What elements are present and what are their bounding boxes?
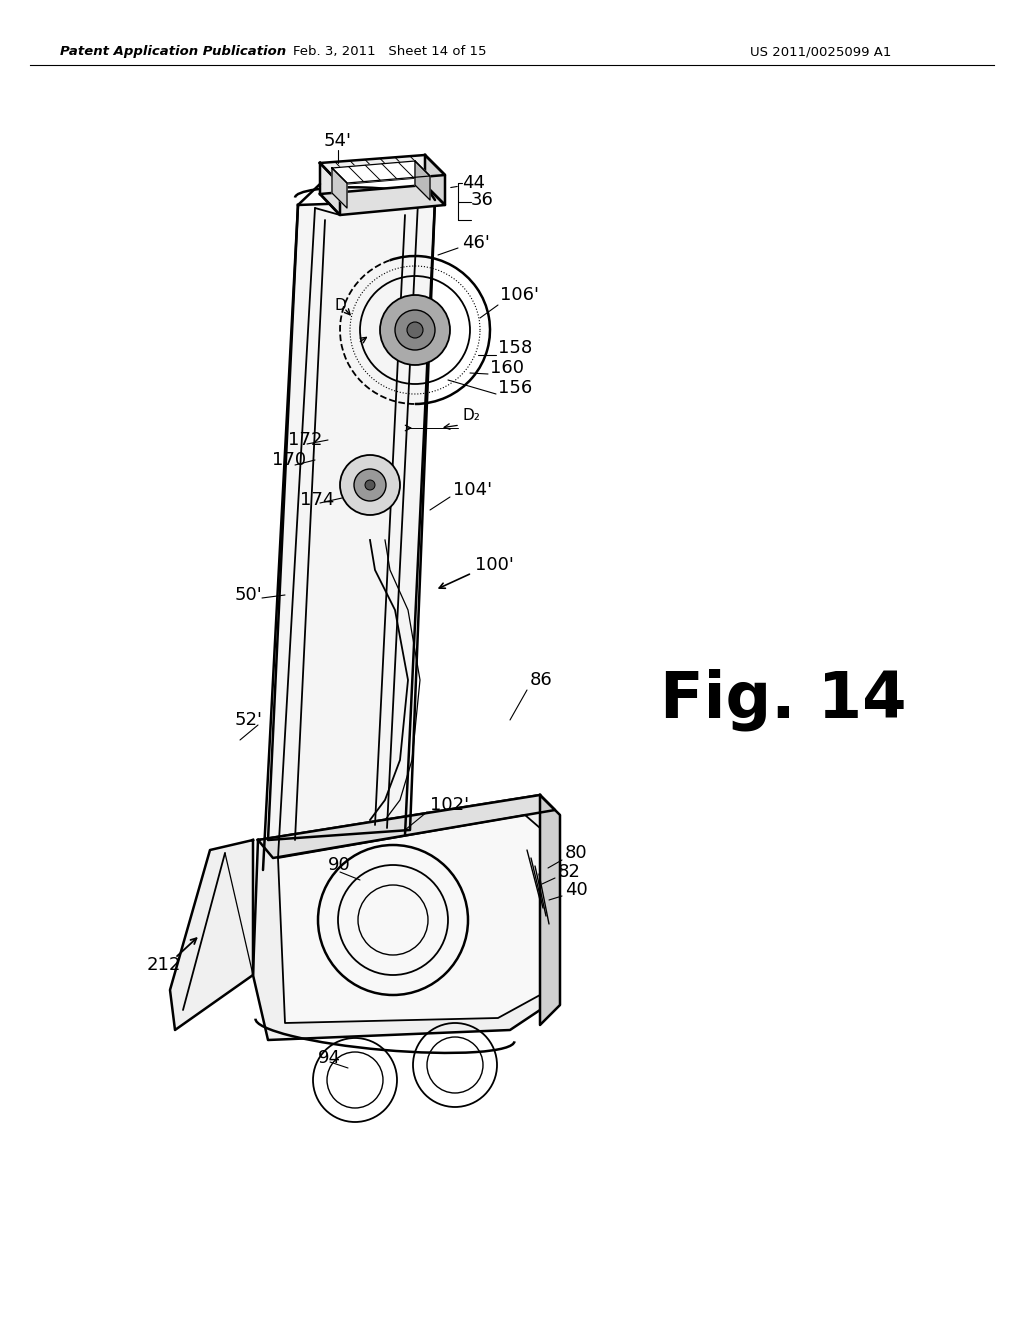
Text: Patent Application Publication: Patent Application Publication (60, 45, 286, 58)
Text: 40: 40 (565, 880, 588, 899)
Text: 46': 46' (462, 234, 489, 252)
Circle shape (340, 455, 400, 515)
Text: 158: 158 (498, 339, 532, 356)
Polygon shape (258, 795, 555, 858)
Circle shape (407, 322, 423, 338)
Text: 106': 106' (500, 286, 539, 304)
Circle shape (365, 480, 375, 490)
Text: 170: 170 (272, 451, 306, 469)
Text: 104': 104' (453, 480, 493, 499)
Text: 212: 212 (147, 956, 181, 974)
Text: Feb. 3, 2011   Sheet 14 of 15: Feb. 3, 2011 Sheet 14 of 15 (293, 45, 486, 58)
Text: 90: 90 (328, 855, 351, 874)
Polygon shape (319, 154, 445, 183)
Polygon shape (332, 161, 430, 183)
Circle shape (380, 294, 450, 366)
Polygon shape (415, 161, 430, 201)
Text: D₂: D₂ (463, 408, 481, 422)
Polygon shape (170, 840, 253, 1030)
Text: 36: 36 (471, 191, 494, 209)
Text: 80: 80 (565, 843, 588, 862)
Polygon shape (540, 795, 560, 1026)
Text: 54': 54' (324, 132, 352, 150)
Text: D: D (335, 297, 347, 313)
Text: 86: 86 (530, 671, 553, 689)
Text: 156: 156 (498, 379, 532, 397)
Polygon shape (253, 795, 555, 1040)
Text: 44: 44 (462, 174, 485, 191)
Polygon shape (332, 168, 347, 209)
Text: 102': 102' (430, 796, 469, 814)
Text: Fig. 14: Fig. 14 (660, 669, 906, 731)
Circle shape (354, 469, 386, 502)
Polygon shape (319, 162, 340, 215)
Text: 52': 52' (234, 711, 263, 729)
Polygon shape (425, 154, 445, 205)
Text: 100': 100' (475, 556, 514, 574)
Text: 160: 160 (490, 359, 524, 378)
Text: 174: 174 (300, 491, 335, 510)
Polygon shape (319, 185, 445, 215)
Circle shape (395, 310, 435, 350)
Polygon shape (278, 814, 540, 1023)
Text: US 2011/0025099 A1: US 2011/0025099 A1 (750, 45, 891, 58)
Text: 94: 94 (318, 1049, 341, 1067)
Text: 50': 50' (234, 586, 263, 605)
Text: 172: 172 (288, 432, 323, 449)
Text: 82: 82 (558, 863, 581, 880)
Polygon shape (268, 201, 435, 840)
